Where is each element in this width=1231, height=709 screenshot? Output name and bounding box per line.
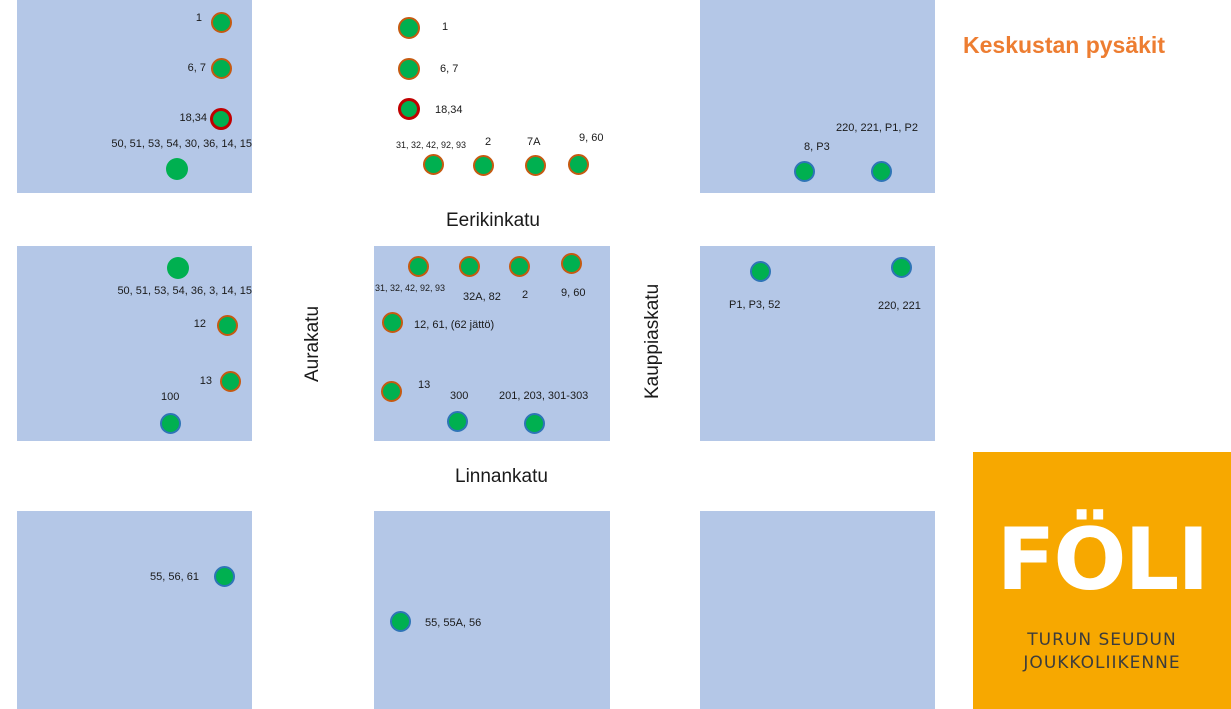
bus-stop-marker[interactable]	[398, 58, 420, 80]
bus-stop-marker[interactable]	[382, 312, 403, 333]
bus-stop-marker[interactable]	[447, 411, 468, 432]
bus-stop-label: 18,34	[435, 104, 463, 116]
bus-stop-label: 55, 56, 61	[150, 571, 199, 583]
bus-stop-label: 2	[485, 136, 492, 148]
bus-stop-label: 31, 32, 42, 92, 93	[396, 140, 467, 150]
bus-stop-marker[interactable]	[160, 413, 181, 434]
bus-stop-label: 50, 51, 53, 54, 36, 3, 14, 15	[117, 285, 252, 297]
bus-stop-label: 220, 221	[878, 300, 921, 312]
bus-stop-marker[interactable]	[568, 154, 589, 175]
bus-stop-label: 6, 7	[187, 62, 206, 74]
bus-stop-marker[interactable]	[509, 256, 530, 277]
bus-stop-marker[interactable]	[217, 315, 238, 336]
bus-stop-marker[interactable]	[423, 154, 444, 175]
bus-stop-marker[interactable]	[525, 155, 546, 176]
bus-stop-label: 2	[522, 289, 529, 301]
bus-stop-marker[interactable]	[210, 108, 232, 130]
street-label-eerikinkatu: Eerikinkatu	[446, 210, 540, 231]
city-block-middle-center	[374, 246, 610, 441]
bus-stop-marker[interactable]	[398, 98, 420, 120]
bus-stop-marker[interactable]	[408, 256, 429, 277]
bus-stop-marker[interactable]	[524, 413, 545, 434]
bus-stop-marker[interactable]	[473, 155, 494, 176]
bus-stop-label: 13	[418, 379, 431, 391]
bus-stop-marker[interactable]	[166, 158, 188, 180]
city-block-middle-right	[700, 246, 935, 441]
foli-logo: FÖLI TURUN SEUDUN JOUKKOLIIKENNE	[973, 452, 1231, 709]
bus-stop-label: 9, 60	[561, 287, 586, 299]
logo-wordmark: FÖLI	[996, 510, 1210, 610]
city-block-bottom-center	[374, 511, 610, 709]
bus-stop-marker[interactable]	[211, 12, 232, 33]
city-block-middle-left	[17, 246, 252, 441]
bus-stop-label: 18,34	[179, 112, 207, 124]
bus-stop-label: 32A, 82	[463, 291, 501, 303]
bus-stop-label: 31, 32, 42, 92, 93	[375, 283, 446, 293]
city-block-top-right	[700, 0, 935, 193]
bus-stop-label: 8, P3	[804, 141, 830, 153]
bus-stop-label: 50, 51, 53, 54, 30, 36, 14, 15	[111, 138, 252, 150]
bus-stop-marker[interactable]	[390, 611, 411, 632]
city-block-bottom-left	[17, 511, 252, 709]
bus-stop-label: 7A	[527, 136, 541, 148]
bus-stop-label: 220, 221, P1, P2	[836, 122, 918, 134]
logo-tagline-line-1: TURUN SEUDUN	[1027, 630, 1177, 650]
city-block-top-left	[17, 0, 252, 193]
bus-stop-label: 13	[199, 375, 212, 387]
bus-stop-label: 300	[450, 390, 469, 402]
bus-stop-label: 1	[195, 12, 202, 24]
bus-stop-label: 6, 7	[440, 63, 459, 75]
logo-tagline-line-2: JOUKKOLIIKENNE	[1023, 653, 1181, 673]
bus-stop-marker[interactable]	[794, 161, 815, 182]
bus-stop-label: 12, 61, (62 jättö)	[414, 319, 495, 331]
street-label-kauppiaskatu: Kauppiaskatu	[642, 283, 663, 399]
bus-stop-label: 9, 60	[579, 132, 604, 144]
bus-stop-marker[interactable]	[871, 161, 892, 182]
bus-stop-label: 201, 203, 301-303	[499, 390, 589, 402]
city-block-bottom-right	[700, 511, 935, 709]
bus-stop-marker[interactable]	[214, 566, 235, 587]
street-label-aurakatu: Aurakatu	[302, 305, 323, 383]
bus-stop-marker[interactable]	[398, 17, 420, 39]
bus-stop-marker[interactable]	[381, 381, 402, 402]
bus-stop-label: 12	[193, 318, 206, 330]
bus-stop-marker[interactable]	[220, 371, 241, 392]
street-label-linnankatu: Linnankatu	[455, 466, 548, 487]
bus-stop-marker[interactable]	[891, 257, 912, 278]
bus-stop-label: 55, 55A, 56	[425, 617, 482, 629]
bus-stop-marker[interactable]	[211, 58, 232, 79]
map-title: Keskustan pysäkit	[963, 32, 1165, 58]
bus-stop-marker[interactable]	[167, 257, 189, 279]
bus-stop-marker[interactable]	[459, 256, 480, 277]
bus-stop-label: P1, P3, 52	[729, 299, 781, 311]
bus-stop-marker[interactable]	[561, 253, 582, 274]
bus-stop-label: 1	[442, 21, 449, 33]
bus-stop-marker[interactable]	[750, 261, 771, 282]
bus-stop-label: 100	[161, 391, 180, 403]
